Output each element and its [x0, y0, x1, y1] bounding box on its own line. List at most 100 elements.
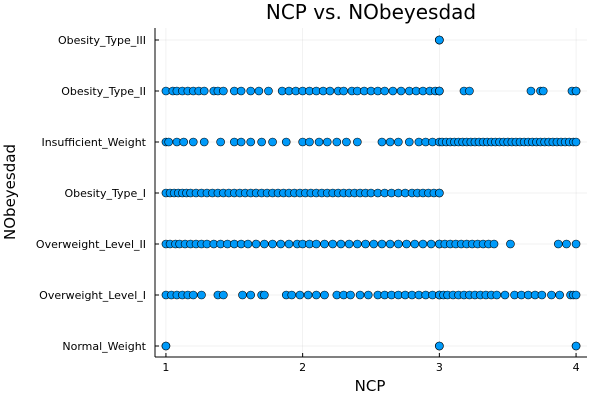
data-point [547, 290, 556, 300]
data-point [243, 239, 253, 249]
data-point [336, 239, 346, 249]
data-point [435, 86, 444, 96]
data-point [276, 239, 286, 249]
y-axis-title: NObeyesdad [1, 144, 19, 240]
data-point [402, 239, 411, 249]
data-point [377, 239, 387, 249]
data-point [571, 86, 581, 96]
data-point [312, 239, 321, 249]
data-point [571, 137, 581, 147]
x-axis-title: NCP [355, 377, 386, 395]
axis-layer: 1 2 3 4 Normal_Weight Overweight_Level_I Overw… [36, 28, 587, 374]
data-point [287, 290, 297, 300]
data-point [562, 239, 571, 249]
data-point [264, 86, 273, 96]
data-point [489, 239, 499, 249]
data-point [325, 86, 335, 96]
data-point [388, 86, 398, 96]
data-point [260, 290, 269, 300]
data-point [500, 290, 510, 300]
y-tick-label: Obesity_Type_I [64, 187, 146, 200]
data-point [246, 137, 255, 147]
data-point [188, 290, 198, 300]
data-point [179, 137, 189, 147]
data-point [353, 137, 362, 147]
data-point [394, 239, 403, 249]
y-tick-label: Overweight_Level_I [39, 289, 146, 302]
data-point [268, 239, 277, 249]
data-point [328, 239, 338, 249]
y-tick-label: Insufficient_Weight [41, 136, 146, 149]
x-tick-label: 4 [573, 361, 580, 374]
data-point [435, 341, 444, 351]
data-point [435, 188, 444, 198]
data-point [197, 290, 206, 300]
data-point [281, 137, 291, 147]
x-tick-label: 3 [436, 361, 443, 374]
data-point [236, 86, 246, 96]
data-point [418, 239, 428, 249]
data-point [346, 290, 355, 300]
data-point [246, 290, 255, 300]
data-point [571, 239, 581, 249]
data-point [492, 290, 502, 300]
data-point [238, 290, 247, 300]
data-point [571, 290, 581, 300]
data-point [219, 290, 228, 300]
data-point [320, 290, 329, 300]
data-point [361, 239, 370, 249]
data-point [246, 86, 255, 96]
data-point [506, 239, 515, 249]
data-point [339, 86, 348, 96]
data-point [363, 290, 373, 300]
data-point [199, 137, 209, 147]
data-point [268, 137, 277, 147]
data-point [295, 290, 305, 300]
data-point [369, 239, 379, 249]
data-point [260, 239, 269, 249]
data-point [571, 341, 581, 351]
data-point [553, 239, 563, 249]
data-point [312, 290, 321, 300]
data-point [305, 137, 314, 147]
data-point [555, 290, 564, 300]
data-point [251, 239, 261, 249]
data-point [385, 137, 395, 147]
data-point [410, 239, 420, 249]
data-point [161, 341, 171, 351]
y-tick-label: Normal_Weight [62, 340, 146, 353]
data-point [355, 290, 365, 300]
data-point [465, 86, 474, 96]
data-point [404, 137, 414, 147]
data-point [426, 239, 436, 249]
chart-title: NCP vs. NObeyesdad [266, 0, 476, 24]
x-tick-label: 2 [299, 361, 306, 374]
data-point [284, 239, 294, 249]
data-point [199, 86, 209, 96]
data-point [394, 137, 403, 147]
data-point [236, 137, 246, 147]
data-point [538, 86, 548, 96]
data-point [164, 137, 173, 147]
data-point [526, 86, 536, 96]
data-point [254, 86, 264, 96]
y-tick-label: Obesity_Type_III [58, 34, 146, 47]
data-point [377, 137, 387, 147]
data-point [216, 137, 225, 147]
y-tick-label: Obesity_Type_II [61, 85, 146, 98]
data-point [320, 239, 329, 249]
data-point [219, 86, 228, 96]
points-layer [161, 35, 581, 351]
data-point [396, 86, 406, 96]
x-tick-label: 1 [162, 361, 169, 374]
data-point [385, 239, 395, 249]
data-point [188, 137, 198, 147]
data-point [537, 290, 547, 300]
data-point [322, 137, 332, 147]
data-point [257, 137, 266, 147]
data-point [303, 290, 313, 300]
data-point [353, 239, 362, 249]
data-point [314, 137, 324, 147]
